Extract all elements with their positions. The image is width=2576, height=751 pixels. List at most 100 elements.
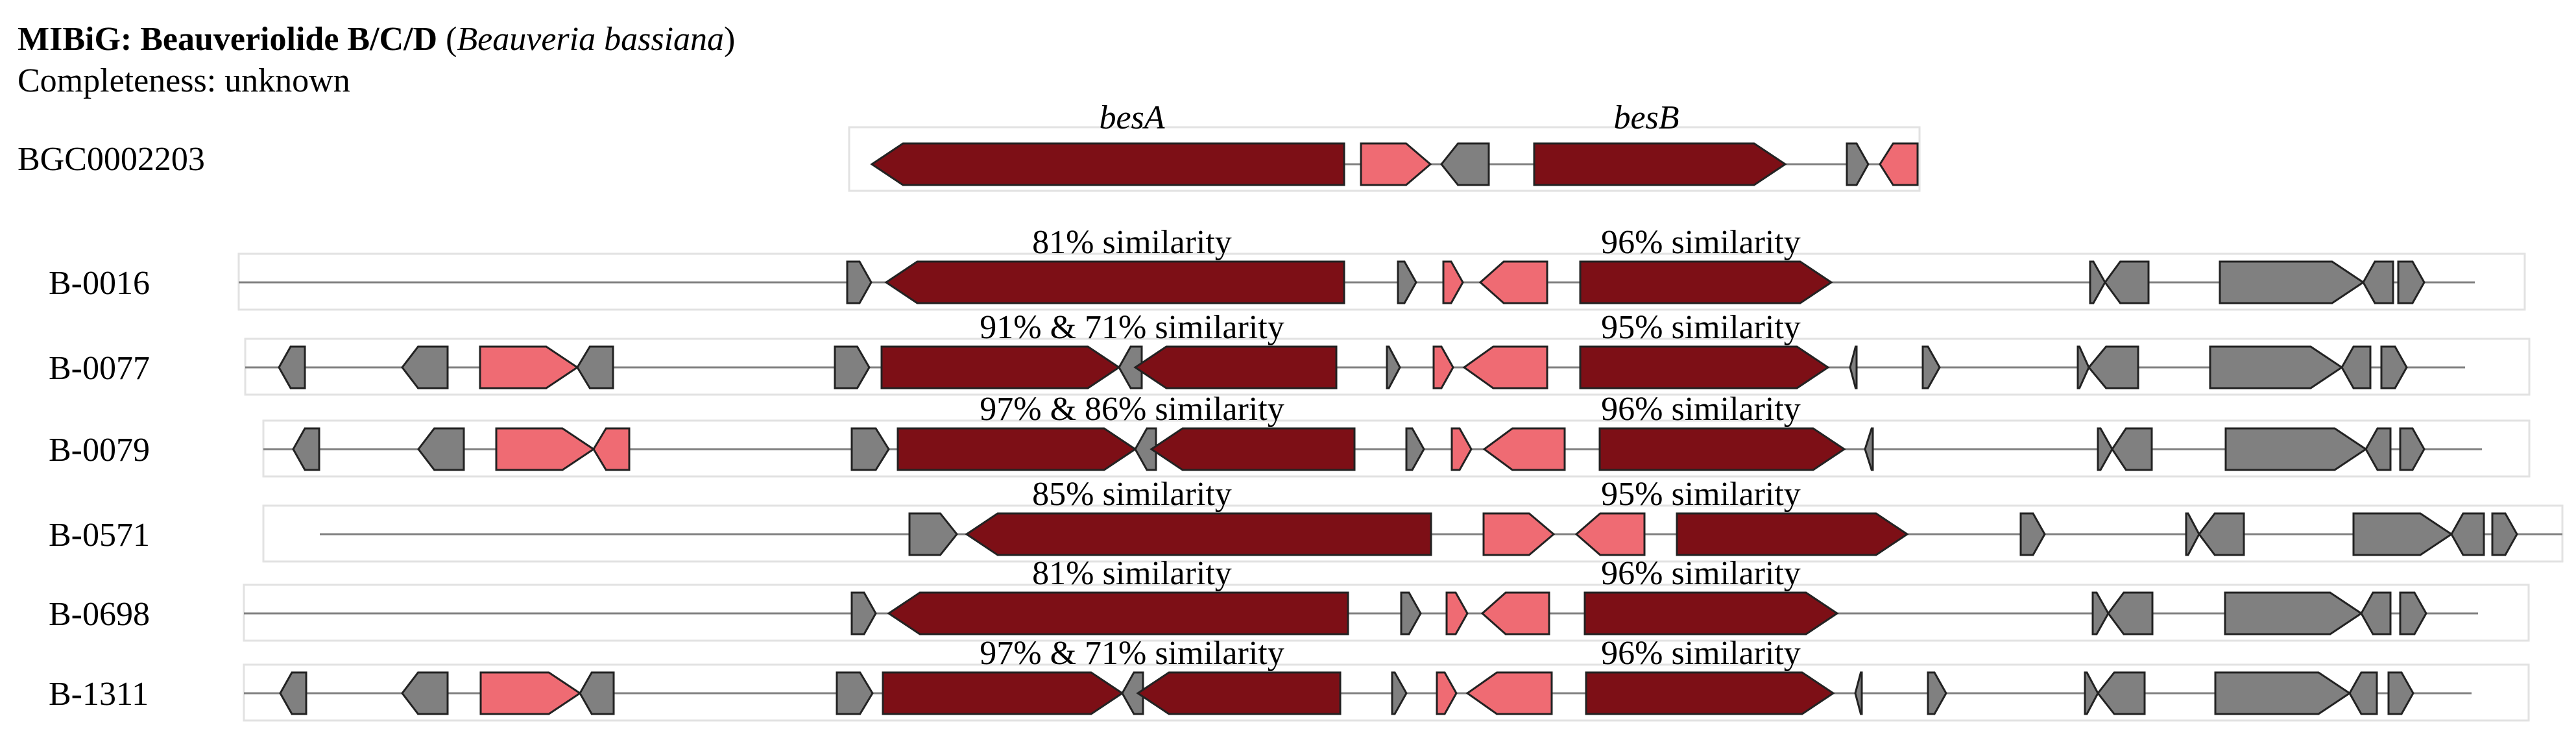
strain-gene-arrow — [1579, 260, 1833, 304]
strain-gene-arrow — [576, 345, 614, 389]
similarity-label: 97% & 86% similarity — [980, 391, 1284, 428]
reference-gene-arrow — [1846, 142, 1870, 186]
reference-track-frame — [848, 126, 1921, 192]
strain-gene-arrow — [1854, 671, 1863, 715]
title-open-paren: ( — [446, 21, 457, 58]
strain-gene-arrow — [2097, 671, 2146, 715]
strain-gene-arrow — [2219, 260, 2365, 304]
title-prefix: MIBiG: Beauveriolide B/C/D — [18, 21, 438, 58]
strain-gene-arrow — [1676, 512, 1909, 556]
strain-gene-arrow — [850, 591, 877, 635]
strain-gene-arrow — [2209, 345, 2344, 389]
strain-gene-arrow — [1579, 345, 1830, 389]
strain-gene-arrow — [1482, 512, 1556, 556]
strain-gene-arrow — [579, 671, 615, 715]
strain-gene-arrow — [1118, 345, 1143, 389]
strain-gene-arrow — [1150, 427, 1356, 471]
strain-gene-arrow — [1478, 260, 1548, 304]
strain-gene-arrow — [884, 260, 1345, 304]
strain-gene-arrow — [1465, 671, 1553, 715]
strain-gene-arrow — [1921, 345, 1941, 389]
similarity-label: 96% similarity — [1601, 555, 1801, 592]
strain-gene-arrow — [1391, 671, 1408, 715]
strain-label: B-1311 — [49, 676, 149, 713]
strain-gene-arrow — [1442, 260, 1464, 304]
strain-gene-arrow — [1849, 345, 1858, 389]
strain-gene-arrow — [2362, 260, 2394, 304]
strain-gene-arrow — [897, 427, 1137, 471]
strain-gene-arrow — [2365, 427, 2392, 471]
strain-gene-arrow — [2019, 512, 2046, 556]
strain-gene-arrow — [1585, 671, 1835, 715]
strain-gene-arrow — [1574, 512, 1646, 556]
strain-gene-arrow — [279, 671, 307, 715]
strain-gene-arrow — [592, 427, 631, 471]
strain-gene-arrow — [1136, 671, 1342, 715]
strain-gene-arrow — [1432, 345, 1454, 389]
reference-gene-arrow — [1879, 142, 1919, 186]
completeness-text: Completeness: unknown — [18, 62, 350, 99]
strain-gene-arrow — [2352, 512, 2453, 556]
strain-gene-arrow — [1121, 671, 1144, 715]
gene-label-besB: besB — [1613, 99, 1679, 136]
strain-gene-arrow — [417, 427, 465, 471]
strain-gene-arrow — [2088, 345, 2139, 389]
strain-gene-arrow — [2104, 260, 2150, 304]
strain-gene-arrow — [1482, 427, 1566, 471]
reference-gene-arrow — [870, 142, 1345, 186]
similarity-label: 96% similarity — [1601, 224, 1801, 261]
strain-gene-arrow — [495, 427, 596, 471]
strain-gene-arrow — [2107, 591, 2154, 635]
strain-gene-arrow — [1400, 591, 1422, 635]
strain-gene-arrow — [850, 427, 890, 471]
strain-gene-arrow — [1397, 260, 1417, 304]
strain-gene-arrow — [1583, 591, 1839, 635]
strain-gene-arrow — [2224, 427, 2368, 471]
title-organism: Beauveria bassiana — [457, 21, 725, 58]
strain-gene-arrow — [1927, 671, 1947, 715]
strain-gene-arrow — [2450, 512, 2485, 556]
strain-gene-arrow — [2380, 345, 2408, 389]
strain-gene-arrow — [2341, 345, 2372, 389]
similarity-label: 97% & 71% similarity — [980, 635, 1284, 672]
reference-gene-arrow — [1533, 142, 1787, 186]
strain-gene-arrow — [401, 345, 449, 389]
strain-gene-arrow — [1462, 345, 1548, 389]
strain-gene-arrow — [2224, 591, 2363, 635]
similarity-label: 85% similarity — [1032, 476, 1232, 513]
strain-gene-arrow — [2399, 427, 2426, 471]
strain-gene-arrow — [882, 671, 1124, 715]
strain-gene-arrow — [1445, 591, 1469, 635]
strain-gene-arrow — [1386, 345, 1401, 389]
strain-label: B-0016 — [49, 265, 150, 302]
similarity-label: 96% similarity — [1601, 391, 1801, 428]
strain-gene-arrow — [2084, 671, 2099, 715]
strain-gene-arrow — [887, 591, 1349, 635]
strain-label: B-0077 — [49, 350, 150, 387]
similarity-label: 95% similarity — [1601, 476, 1801, 513]
strain-gene-arrow — [479, 671, 582, 715]
similarity-label: 96% similarity — [1601, 635, 1801, 672]
strain-gene-arrow — [1598, 427, 1846, 471]
strain-label: B-0571 — [49, 517, 150, 554]
strain-gene-arrow — [2185, 512, 2200, 556]
similarity-label: 95% similarity — [1601, 309, 1801, 346]
strain-gene-arrow — [278, 345, 306, 389]
reference-gene-arrow — [1360, 142, 1432, 186]
strain-gene-arrow — [880, 345, 1121, 389]
strain-gene-arrow — [401, 671, 449, 715]
reference-cluster-id: BGC0002203 — [18, 141, 205, 178]
strain-gene-arrow — [1133, 345, 1338, 389]
reference-gene-arrow — [1440, 142, 1490, 186]
strain-gene-arrow — [2198, 512, 2245, 556]
similarity-label: 91% & 71% similarity — [980, 309, 1284, 346]
strain-gene-arrow — [1405, 427, 1425, 471]
strain-gene-arrow — [2111, 427, 2153, 471]
strain-gene-arrow — [846, 260, 873, 304]
strain-gene-arrow — [2089, 260, 2106, 304]
strain-label: B-0698 — [49, 596, 150, 633]
strain-gene-arrow — [292, 427, 320, 471]
strain-gene-arrow — [965, 512, 1432, 556]
title-close-paren: ) — [724, 21, 736, 58]
